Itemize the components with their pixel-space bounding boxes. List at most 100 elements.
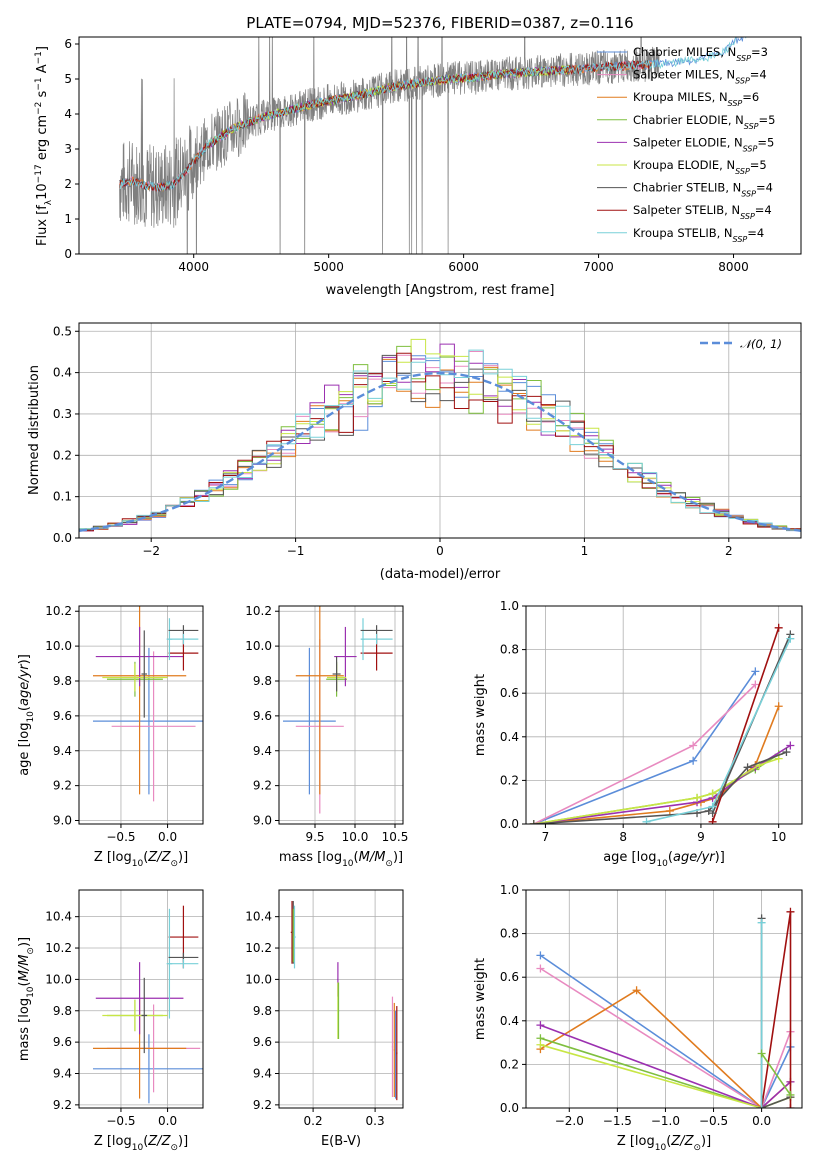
- histogram-chabrier_stelib: [79, 354, 801, 531]
- normal-distribution-curve: [79, 371, 801, 532]
- x-tick-label: 10.0: [342, 830, 369, 844]
- weight-marker-chabrier_miles: [751, 667, 760, 676]
- label-part: 10: [655, 1143, 667, 1153]
- legend-sub: SSP: [733, 234, 748, 243]
- y-tick-label: 9.8: [53, 674, 72, 688]
- age-vs-mass-panel: 9.5 10.0 10.5 9.0 9.2 9.4 9.6 9.8 10.0 10.2 mass […: [245, 604, 408, 869]
- x-tick-label: −0.5: [106, 1114, 135, 1128]
- label-part: erg cm: [35, 115, 50, 164]
- legend-text: Salpeter ELODIE, N: [633, 135, 743, 149]
- weight-marker-kroupa_miles: [632, 986, 641, 995]
- plot-area: [290, 900, 398, 1101]
- label-part: A: [35, 64, 50, 77]
- label-part: Z [log: [94, 850, 132, 865]
- plot-area: [92, 606, 203, 802]
- weight-marker-kroupa_elodie: [536, 1040, 545, 1049]
- x-tick-label: −1.5: [603, 1114, 632, 1128]
- y-tick-label: 9.4: [253, 744, 272, 758]
- y-tick-label: 0.3: [53, 407, 72, 421]
- label-part: −1: [34, 51, 44, 64]
- x-tick-label: 9: [697, 830, 705, 844]
- y-tick-label: 9.0: [253, 814, 272, 828]
- label-part: )]: [17, 937, 32, 947]
- legend-text: Kroupa STELIB, N: [633, 226, 733, 240]
- label-part: −17: [34, 164, 44, 183]
- legend-tail: =5: [757, 135, 774, 149]
- mass-vs-ebv-panel: 0.2 0.3 9.2 9.4 9.6 9.8 10.0 10.2 10.4 E(B-V): [245, 889, 404, 1149]
- label-part: ⊙: [170, 1143, 178, 1153]
- label-part: 10: [26, 986, 36, 998]
- label-part: E(B-V): [321, 1134, 361, 1149]
- legend-sub: SSP: [735, 76, 750, 85]
- weight-marker-salpeter_elodie: [536, 1021, 545, 1030]
- weight-marker-kroupa_stelib: [642, 817, 651, 824]
- legend-tail: =3: [751, 45, 768, 59]
- y-tick-label: 9.4: [253, 1066, 272, 1080]
- weight-marker-kroupa_elodie: [693, 793, 702, 802]
- plot-area: [79, 338, 801, 532]
- label-part: Z/Z: [670, 1134, 694, 1149]
- weight-marker-kroupa_stelib: [786, 634, 795, 643]
- x-axis-label: E(B-V): [321, 1134, 361, 1149]
- x-tick-label: 0.0: [158, 1114, 177, 1128]
- x-tick-label: 1: [581, 544, 589, 558]
- y-tick-label: 0.0: [500, 817, 519, 831]
- label-part: 10: [342, 859, 354, 869]
- y-tick-label: 0.0: [53, 531, 72, 545]
- y-tick-label: 10.0: [245, 972, 272, 986]
- legend-tail: =4: [750, 68, 767, 82]
- y-tick-label: 9.2: [53, 1098, 72, 1112]
- plot-area: [536, 907, 795, 1108]
- legend-entry: Kroupa STELIB, NSSP=4: [633, 226, 764, 244]
- weight-line-kroupa_miles: [533, 706, 780, 824]
- weight-marker-salpeter_elodie: [786, 741, 795, 750]
- weight-marker-salpeter_miles: [536, 964, 545, 973]
- legend-sub: SSP: [740, 212, 755, 221]
- y-tick-label: 0.4: [53, 366, 72, 380]
- spectrum-panel: 4000 5000 6000 7000 8000 0 1 2 3 4 5 6 wavelength [A…: [34, 36, 802, 298]
- y-tick-label: 4: [64, 107, 72, 121]
- x-tick-label: 0.3: [366, 1114, 385, 1128]
- y-tick-label: 10.2: [45, 604, 72, 618]
- residuals-panel: −2 −1 0 1 2 0.0 0.1 0.2 0.3 0.4 0.5 (data-model)/er…: [27, 322, 802, 582]
- axes-frame: [78, 36, 802, 255]
- label-part: ⊙: [170, 859, 178, 869]
- label-part: Z [log: [94, 1134, 132, 1149]
- weight-line-kroupa_elodie: [533, 757, 779, 824]
- weight-line-chabrier_elodie: [533, 753, 780, 824]
- legend-text: Kroupa ELODIE, N: [633, 158, 735, 172]
- x-tick-label: 8000: [718, 260, 749, 274]
- label-part: age/yr: [673, 850, 716, 865]
- weight-line-chabrier_miles: [539, 954, 792, 1108]
- y-tick-label: 9.6: [253, 1035, 272, 1049]
- y-tick-label: 0.4: [500, 730, 519, 744]
- y-tick-label: 9.4: [53, 1066, 72, 1080]
- label-part: s: [35, 90, 50, 101]
- plot-area: [92, 905, 203, 1104]
- legend-sub: SSP: [741, 189, 756, 198]
- legend-entry: Salpeter MILES, NSSP=4: [633, 68, 767, 86]
- x-tick-label: 7: [542, 830, 550, 844]
- weight-marker-salpeter_stelib: [708, 817, 717, 824]
- axes-frame: [525, 889, 803, 1109]
- label-part: −2: [34, 102, 44, 115]
- label-part: )]: [715, 850, 725, 865]
- label-part: age/yr: [17, 663, 32, 706]
- y-axis-label: Flux [fλ10−17 erg cm−2 s−1 A−1]: [34, 46, 54, 246]
- x-tick-label: 0.2: [304, 1114, 323, 1128]
- label-part: age [log: [17, 723, 32, 776]
- legend-entry: Kroupa MILES, NSSP=6: [633, 90, 759, 108]
- plot-area: [283, 606, 393, 814]
- legend-tail: =4: [756, 181, 773, 195]
- x-axis-label: Z [log10(Z/Z⊙)]: [94, 850, 188, 869]
- legend-tail: =5: [750, 158, 767, 172]
- y-tick-label: 5: [64, 72, 72, 86]
- axes-frame: [78, 605, 204, 825]
- y-tick-label: 1.0: [500, 599, 519, 613]
- y-tick-label: 0.0: [500, 1101, 519, 1115]
- label-part: λ: [44, 199, 54, 205]
- y-tick-label: 1.0: [500, 883, 519, 897]
- legend-sub: SSP: [728, 99, 743, 108]
- y-tick-label: 0.4: [500, 1014, 519, 1028]
